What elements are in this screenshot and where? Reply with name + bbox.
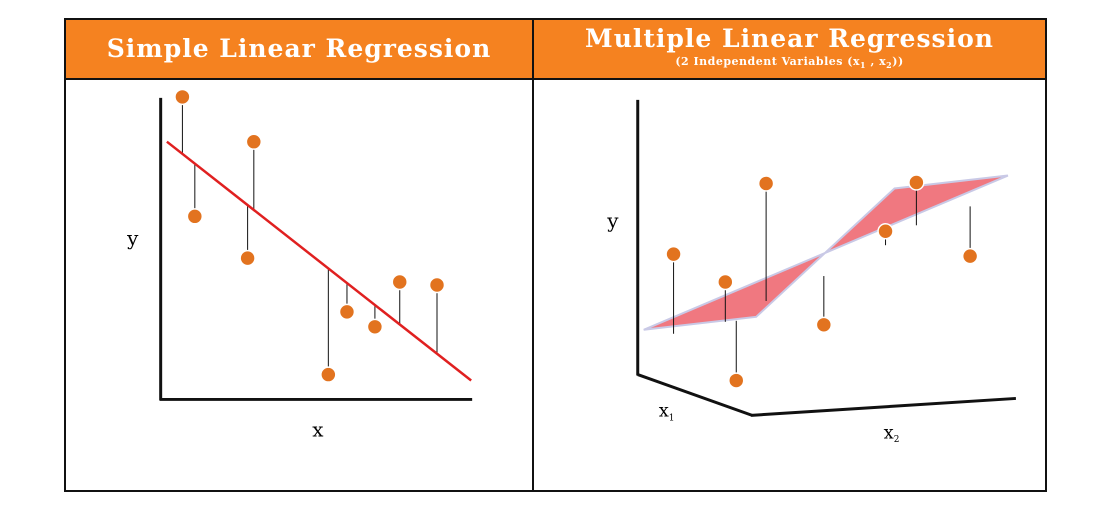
plane-data-point [757, 175, 775, 192]
multiple-regression-panel: Multiple Linear Regression (2 Independen… [534, 20, 1045, 490]
plane-data-points [665, 174, 979, 389]
multiple-regression-subtitle: (2 Independent Variables (x1 , x2)) [675, 55, 903, 72]
x2-label-var: x [884, 422, 894, 443]
multiple-regression-plot: y x1 x2 [606, 99, 1016, 445]
subtitle-sep: , [866, 55, 880, 69]
data-point [320, 366, 337, 383]
data-point [338, 303, 356, 321]
subtitle-sub1: 1 [860, 60, 867, 71]
subtitle-var2: x [879, 55, 887, 69]
regression-line [166, 140, 472, 382]
data-point [245, 133, 263, 150]
plane-data-point [961, 247, 979, 265]
plane-data-point [908, 174, 925, 191]
subtitle-var1: x [852, 55, 861, 69]
y-axis-label: y [126, 227, 139, 250]
plane-data-point [877, 223, 894, 240]
simple-regression-header: Simple Linear Regression [66, 20, 532, 80]
data-point [174, 88, 191, 106]
subtitle-prefix: (2 Independent Variables ( [675, 55, 853, 69]
regression-plane [643, 174, 1009, 331]
plane-data-point [815, 316, 833, 334]
data-point [186, 208, 204, 225]
x2-axis-label: x2 [884, 422, 900, 445]
data-point [239, 249, 256, 267]
x2-axis [751, 396, 1016, 417]
residual-lines [181, 96, 438, 375]
x1-axis-label: x1 [659, 400, 675, 423]
x1-label-var: x [659, 400, 669, 421]
simple-regression-plot: y x [126, 88, 473, 441]
data-point [366, 318, 384, 336]
subtitle-suffix: )) [892, 55, 904, 69]
x1-label-sub: 1 [669, 413, 675, 423]
data-points [174, 88, 446, 383]
multiple-regression-header: Multiple Linear Regression (2 Independen… [534, 20, 1045, 80]
subtitle-sub2: 2 [886, 60, 893, 71]
x2-label-sub: 2 [894, 435, 900, 445]
x-axis-label: x [312, 418, 323, 441]
data-point [428, 276, 446, 294]
y-axis-label: y [606, 209, 619, 232]
multiple-regression-title: Multiple Linear Regression [585, 24, 994, 54]
x1-axis [637, 373, 753, 417]
plane-data-point [728, 372, 745, 389]
data-point [391, 273, 408, 291]
simple-regression-panel: Simple Linear Regression y x [66, 20, 534, 490]
simple-regression-title: Simple Linear Regression [106, 34, 492, 63]
plane-data-point [665, 245, 682, 263]
plane-data-point [717, 273, 734, 291]
comparison-frame: Simple Linear Regression y x Multiple Li… [64, 18, 1047, 492]
